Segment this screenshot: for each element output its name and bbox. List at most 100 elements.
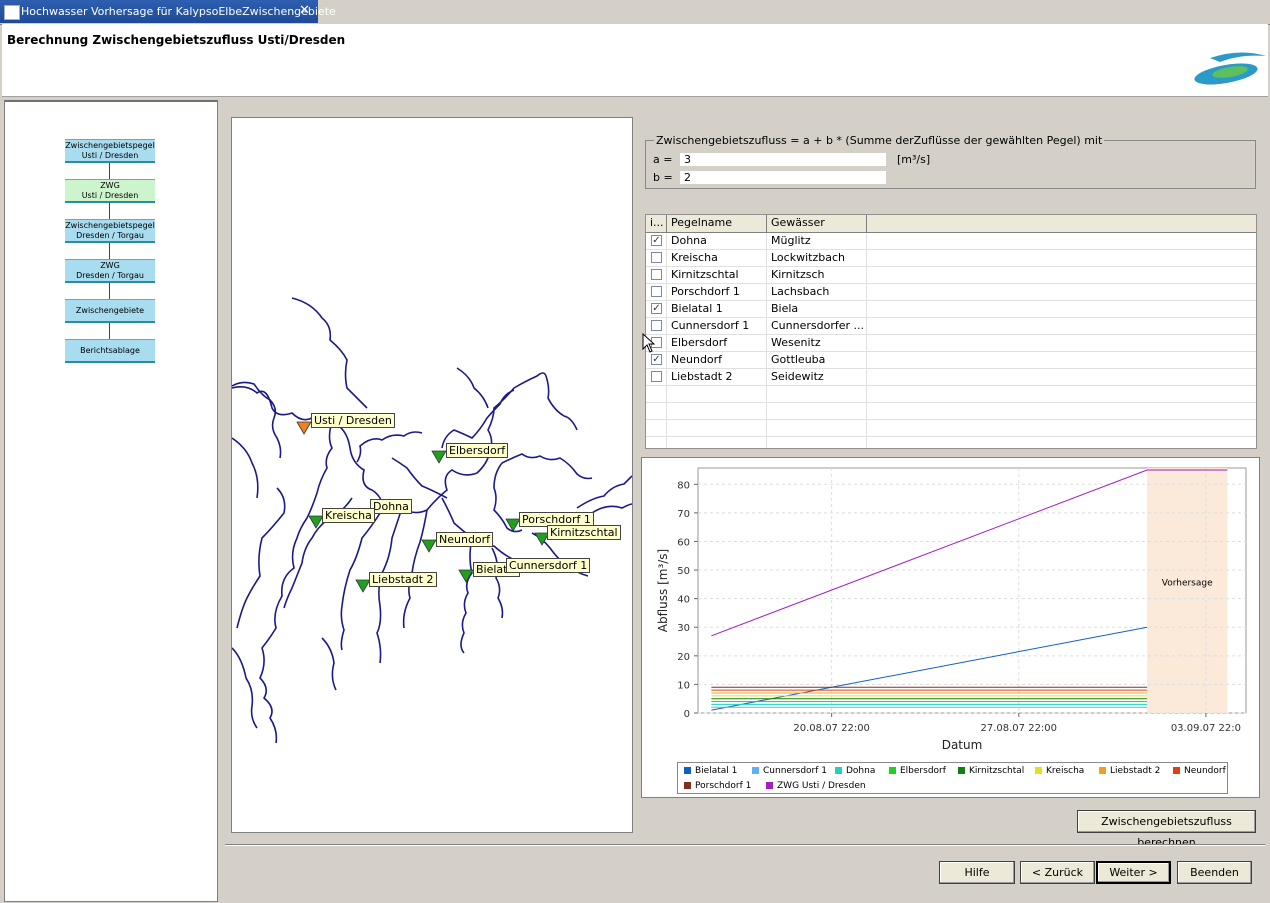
table-header: i... Pegelname Gewässer — [646, 215, 1256, 233]
pegelname-cell: Liebstadt 2 — [667, 369, 767, 385]
pegelname-cell: Neundorf — [667, 352, 767, 368]
map-label[interactable]: Elbersdorf — [446, 443, 509, 458]
workflow-step-6[interactable]: Berichtsablage — [65, 339, 155, 363]
legend-label: Kreischa — [1046, 766, 1085, 776]
include-checkbox[interactable] — [651, 269, 662, 280]
gauge-marker-icon[interactable] — [431, 450, 447, 464]
workflow-step-line2: Dresden / Torgau — [76, 231, 144, 240]
chart-panel: 0 10 20 30 40 50 60 70 80 20.08.07 22:00 27.08.07 … — [641, 457, 1260, 798]
legend-swatch — [684, 782, 691, 789]
table-row[interactable]: ✓ Neundorf Gottleuba — [646, 352, 1256, 369]
gauge-marker-icon[interactable] — [296, 421, 312, 435]
table-row[interactable]: Porschdorf 1 Lachsbach — [646, 284, 1256, 301]
column-header-include[interactable]: i... — [646, 215, 667, 232]
table-row[interactable]: Kreischa Lockwitzbach — [646, 250, 1256, 267]
workflow-step-1[interactable]: Zwischengebietspegel Usti / Dresden — [65, 139, 155, 163]
a-input[interactable]: 3 — [680, 153, 886, 166]
include-cell: ✓ — [646, 352, 667, 368]
pegelname-cell — [667, 420, 767, 436]
table-row[interactable]: Liebstadt 2 Seidewitz — [646, 369, 1256, 386]
include-checkbox[interactable]: ✓ — [651, 354, 662, 365]
gauge-marker-icon[interactable] — [458, 569, 474, 583]
b-input[interactable]: 2 — [680, 171, 886, 184]
include-cell: ✓ — [646, 301, 667, 317]
back-button[interactable]: < Zurück — [1020, 861, 1095, 884]
include-checkbox[interactable]: ✓ — [651, 235, 662, 246]
include-cell — [646, 284, 667, 300]
legend-label: Neundorf — [1184, 766, 1226, 776]
next-button[interactable]: Weiter > — [1096, 861, 1171, 884]
pegelname-cell: Kirnitzschtal — [667, 267, 767, 283]
tab-bar: Hochwasser Vorhersage für KalypsoElbeZwi… — [0, 0, 1270, 25]
map-label[interactable]: Dohna — [370, 499, 412, 514]
include-checkbox[interactable] — [651, 320, 662, 331]
map-label[interactable]: Kirnitzschtal — [547, 525, 621, 540]
calculate-button[interactable]: Zwischengebietszufluss berechnen — [1077, 810, 1256, 849]
gauge-marker-icon[interactable] — [534, 532, 550, 546]
table-row[interactable]: Cunnersdorf 1 Cunnersdorfer ... — [646, 318, 1256, 335]
pegelname-cell — [667, 386, 767, 402]
map-label[interactable]: Kreischa — [322, 508, 375, 523]
gauge-marker-icon[interactable] — [505, 518, 521, 532]
column-header-pegelname[interactable]: Pegelname — [667, 215, 767, 232]
table-row[interactable] — [646, 420, 1256, 437]
include-checkbox[interactable]: ✓ — [651, 303, 662, 314]
gauge-marker-icon[interactable] — [308, 515, 324, 529]
table-row[interactable]: Elbersdorf Wesenitz — [646, 335, 1256, 352]
workflow-connector — [109, 243, 110, 259]
workflow-step-line2: Usti / Dresden — [81, 151, 139, 160]
formula-legend: Zwischengebietszufluss = a + b * (Summe … — [654, 134, 1105, 147]
map-label[interactable]: Usti / Dresden — [311, 413, 395, 428]
workflow-panel: Zwischengebietspegel Usti / Dresden ZWG Ust… — [4, 100, 218, 902]
forecast-label: Vorhersage — [1162, 579, 1213, 589]
a-label: a = — [653, 153, 673, 166]
workflow-step-3[interactable]: Zwischengebietspegel Dresden / Torgau — [65, 219, 155, 243]
y-tick-label: 30 — [677, 623, 690, 634]
pegelname-cell: Cunnersdorf 1 — [667, 318, 767, 334]
legend-swatch — [889, 767, 896, 774]
y-tick-label: 70 — [677, 509, 690, 520]
table-row[interactable]: ✓ Bielatal 1 Biela — [646, 301, 1256, 318]
legend-swatch — [684, 767, 691, 774]
gauge-marker-icon[interactable] — [355, 579, 371, 593]
gewaesser-cell: Seidewitz — [767, 369, 867, 385]
workflow-connector — [109, 323, 110, 339]
legend-swatch — [1173, 767, 1180, 774]
map-view[interactable] — [231, 117, 633, 833]
column-header-gewaesser[interactable]: Gewässer — [767, 215, 867, 232]
include-cell: ✓ — [646, 233, 667, 249]
include-checkbox[interactable] — [651, 252, 662, 263]
workflow-step-5[interactable]: Zwischengebiete — [65, 299, 155, 323]
table-row[interactable] — [646, 437, 1256, 448]
table-row[interactable] — [646, 386, 1256, 403]
legend-item: Kirnitzschtal — [958, 766, 1024, 776]
map-label[interactable]: Cunnersdorf 1 — [506, 558, 591, 573]
table-row[interactable]: Kirnitzschtal Kirnitzsch — [646, 267, 1256, 284]
legend-item: Dohna — [835, 766, 875, 776]
workflow-step-line2: Usti / Dresden — [81, 191, 139, 200]
table-row[interactable]: ✓ Dohna Müglitz — [646, 233, 1256, 250]
tab-hochwasser[interactable]: Hochwasser Vorhersage für KalypsoElbeZwi… — [0, 0, 336, 23]
divider — [225, 844, 1265, 846]
legend-label: Porschdorf 1 — [695, 781, 752, 791]
map-label[interactable]: Neundorf — [436, 532, 494, 547]
workflow-connector — [109, 283, 110, 299]
table-row[interactable] — [646, 403, 1256, 420]
include-checkbox[interactable] — [651, 371, 662, 382]
workflow-step-4[interactable]: ZWG Dresden / Torgau — [65, 259, 155, 283]
help-button[interactable]: Hilfe — [939, 861, 1015, 884]
gewaesser-cell: Biela — [767, 301, 867, 317]
a-unit: [m³/s] — [897, 153, 931, 166]
formula-group: Zwischengebietszufluss = a + b * (Summe … — [645, 134, 1256, 189]
include-cell — [646, 437, 667, 448]
include-checkbox[interactable] — [651, 286, 662, 297]
workflow-step-2[interactable]: ZWG Usti / Dresden — [65, 179, 155, 203]
gauge-marker-icon[interactable] — [421, 539, 437, 553]
legend-item: Porschdorf 1 — [684, 781, 751, 791]
finish-button[interactable]: Beenden — [1177, 861, 1252, 884]
workflow-connector — [109, 203, 110, 219]
map-label[interactable]: Liebstadt 2 — [369, 572, 437, 587]
include-cell — [646, 386, 667, 402]
legend-item: Kreischa — [1035, 766, 1084, 776]
close-icon[interactable]: ✕ — [299, 3, 310, 18]
